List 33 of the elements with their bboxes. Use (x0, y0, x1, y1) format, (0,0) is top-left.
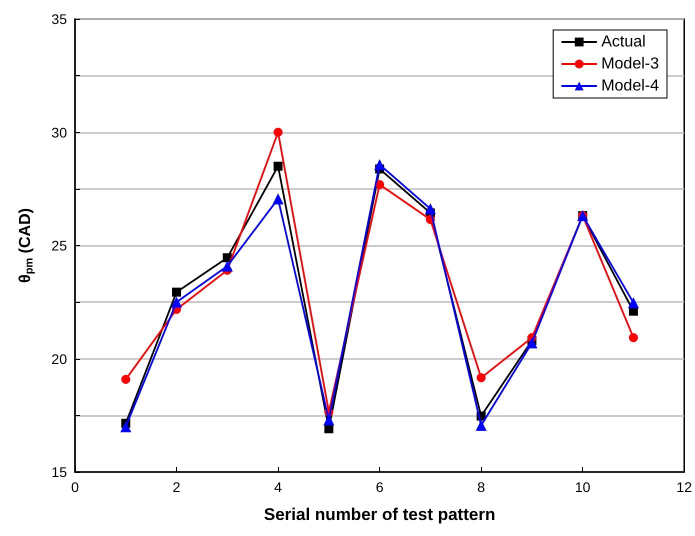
x-tick-label: 8 (477, 479, 486, 495)
point (476, 373, 486, 382)
legend-label: Model-4 (601, 78, 660, 94)
y-tick-label: 20 (51, 350, 68, 367)
y-tick-label: 35 (51, 11, 68, 27)
y-tick-label: 25 (51, 238, 68, 254)
x-tick-label: 4 (274, 479, 282, 495)
point (628, 297, 639, 308)
x-tick-label: 10 (574, 479, 591, 495)
point (172, 288, 182, 297)
point (121, 374, 130, 384)
point (476, 420, 487, 431)
point (526, 337, 538, 348)
x-tick-label: 0 (71, 479, 80, 495)
x-tick-label: 12 (676, 479, 692, 495)
point (272, 193, 284, 204)
legend-label: Actual (601, 34, 646, 50)
y-tick-label: 15 (51, 464, 68, 480)
x-axis-title: Serial number of test pattern (264, 505, 496, 524)
point (120, 421, 132, 432)
point (222, 260, 233, 272)
point (323, 414, 334, 426)
y-axis-title: θpm (CAD) (17, 208, 36, 283)
legend-label: Model-3 (601, 56, 660, 72)
y-tick-label: 30 (51, 124, 68, 140)
point (274, 128, 283, 137)
point (628, 333, 638, 342)
x-tick-label: 2 (172, 479, 181, 495)
point (424, 203, 436, 214)
point (171, 296, 182, 308)
point (374, 159, 386, 170)
x-tick-label: 6 (376, 479, 384, 495)
point (274, 162, 283, 171)
